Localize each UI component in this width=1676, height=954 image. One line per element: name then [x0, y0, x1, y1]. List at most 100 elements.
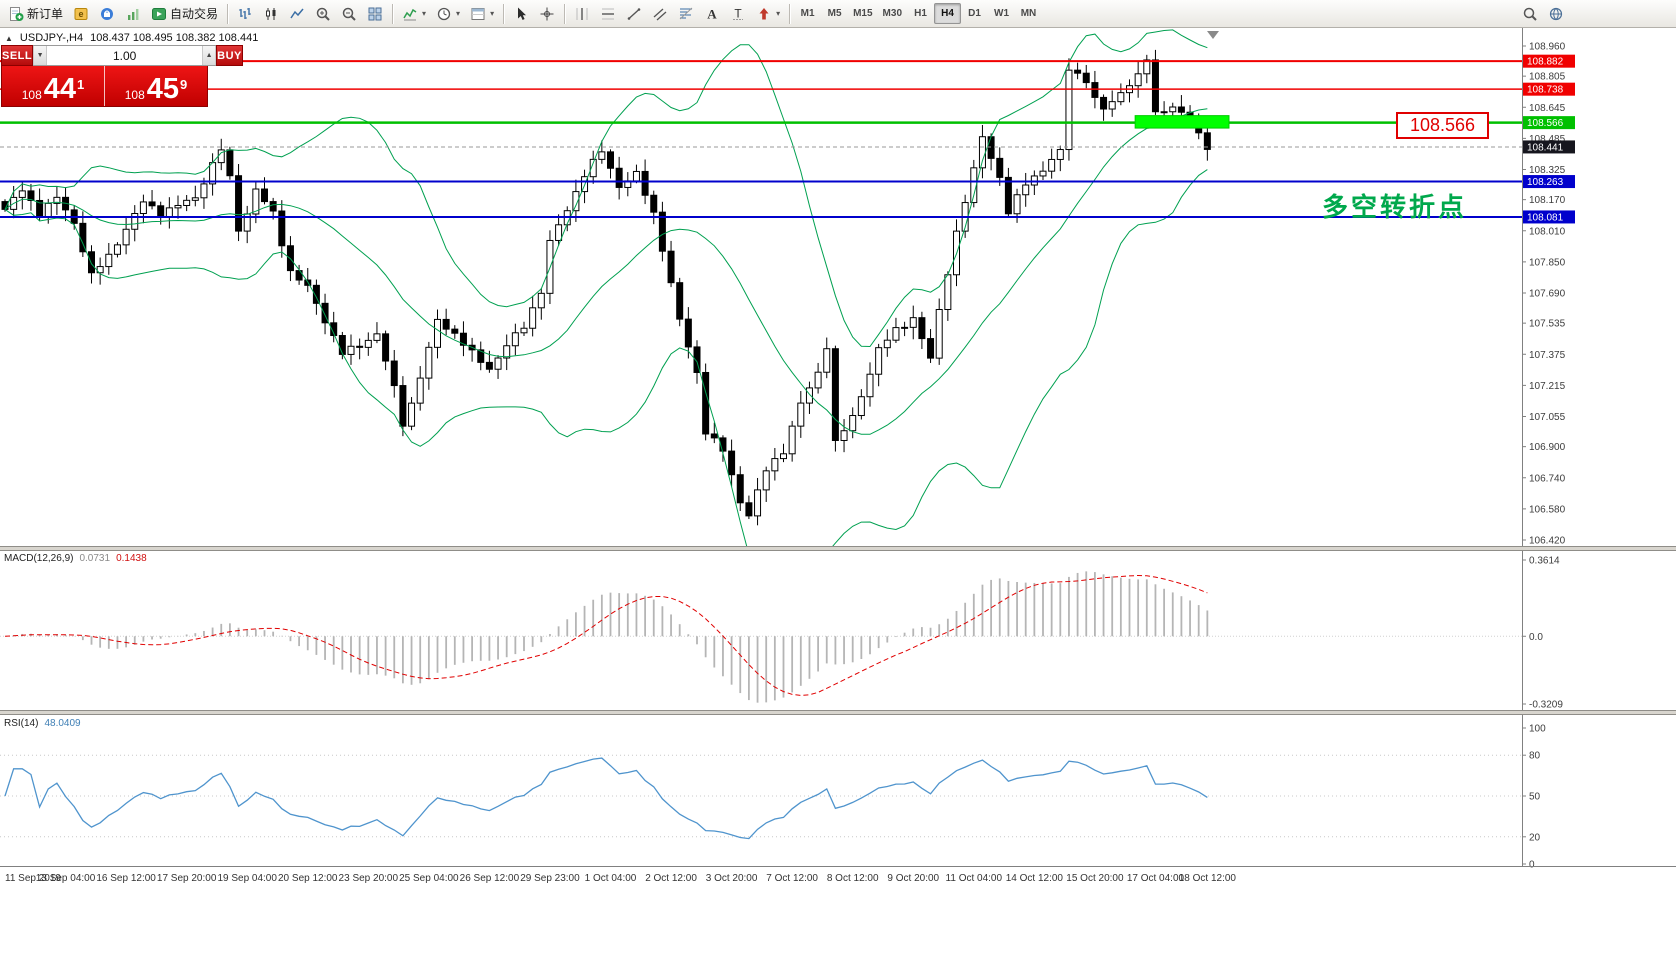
volume-input[interactable]	[47, 46, 203, 65]
timeframe-button-m5[interactable]: M5	[821, 3, 848, 24]
candle-chart-icon	[266, 7, 276, 20]
bar-chart-icon	[239, 7, 252, 19]
fibonacci-button[interactable]	[673, 2, 699, 25]
chart-annotation-text[interactable]: 多空转折点	[1322, 192, 1468, 222]
sell-button[interactable]: SELL	[1, 45, 34, 66]
metaeditor-button[interactable]: e	[68, 2, 94, 25]
price-tag-108.263: 108.263	[1523, 175, 1575, 189]
ask-price[interactable]: 108 45 9	[105, 66, 207, 106]
chevron-down-icon: ▾	[490, 9, 495, 18]
timeframe-button-w1[interactable]: W1	[988, 3, 1015, 24]
macd-main-value: 0.0731	[79, 553, 111, 564]
chart-ohlc-values: 108.437 108.495 108.382 108.441	[90, 32, 259, 44]
bollinger-lower-line	[4, 169, 1208, 546]
price-tag-108.441: 108.441	[1523, 140, 1575, 154]
time-axis-label: 7 Oct 12:00	[766, 873, 818, 884]
price-tag-108.081: 108.081	[1523, 210, 1575, 224]
price-tick-label: 107.850	[1529, 257, 1566, 268]
text-button[interactable]: A	[699, 2, 725, 25]
volume-down-button[interactable]: ▼	[33, 46, 48, 65]
ask-price-prefix: 108	[124, 88, 145, 102]
price-axis[interactable]: 108.960 108.805 108.645 108.485 108.325 108.1…	[1522, 28, 1575, 866]
svg-text:e: e	[79, 9, 84, 19]
search-button[interactable]	[1517, 2, 1543, 25]
horizontal-line-button[interactable]	[595, 2, 621, 25]
rsi-axis-label: 0	[1529, 860, 1535, 871]
svg-text:108.738: 108.738	[1527, 85, 1564, 96]
periods-button[interactable]: ▾	[431, 2, 465, 25]
timeframe-button-mn[interactable]: MN	[1015, 3, 1042, 24]
timeframe-button-h1[interactable]: H1	[907, 3, 934, 24]
svg-text:108.263: 108.263	[1527, 177, 1564, 188]
rsi-axis-label: 80	[1529, 751, 1541, 762]
price-tick-label: 108.960	[1529, 42, 1566, 53]
toolbar-separator	[503, 3, 505, 24]
time-axis-label: 17 Oct 04:00	[1127, 873, 1185, 884]
candle-chart-button[interactable]	[258, 2, 284, 25]
chevron-down-icon: ▾	[422, 9, 427, 18]
trendline-button[interactable]	[621, 2, 647, 25]
arrows-button[interactable]: ▾	[751, 2, 785, 25]
bollinger-middle-line	[4, 108, 1208, 435]
indicators-button[interactable]: ▾	[397, 2, 431, 25]
buy-button[interactable]: BUY	[216, 45, 243, 66]
indicators-icon	[403, 8, 417, 20]
price-tick-label: 106.740	[1529, 473, 1566, 484]
timeframe-button-m30[interactable]: M30	[878, 3, 907, 24]
timeframe-button-m15[interactable]: M15	[848, 3, 877, 24]
autotrading-button-label: 自动交易	[170, 7, 219, 21]
bid-price-prefix: 108	[21, 88, 42, 102]
time-axis-label: 26 Sep 12:00	[460, 873, 520, 884]
zoom-out-button[interactable]	[336, 2, 362, 25]
cursor-icon	[518, 7, 527, 20]
highlight-band[interactable]	[1134, 115, 1230, 129]
label-button[interactable]: T	[725, 2, 751, 25]
signals-button[interactable]	[120, 2, 146, 25]
price-tag-108.566: 108.566	[1523, 116, 1575, 130]
tile-windows-button[interactable]	[362, 2, 388, 25]
svg-text:A: A	[707, 6, 717, 21]
price-tick-label: 108.805	[1529, 72, 1566, 83]
rsi-name: RSI(14)	[4, 718, 39, 729]
autotrading-button[interactable]: 自动交易	[146, 2, 223, 25]
timeframe-button-d1[interactable]: D1	[961, 3, 988, 24]
rsi-value: 48.0409	[44, 718, 81, 729]
new-order-button[interactable]: 新订单	[3, 2, 68, 25]
price-tick-label: 107.215	[1529, 381, 1566, 392]
cursor-button[interactable]	[508, 2, 534, 25]
market-button[interactable]	[94, 2, 120, 25]
template-icon	[471, 7, 485, 20]
timeframe-button-h4[interactable]: H4	[934, 3, 961, 24]
bid-price[interactable]: 108 44 1	[2, 66, 105, 106]
vertical-line-button[interactable]	[569, 2, 595, 25]
channel-button[interactable]	[647, 2, 673, 25]
bar-chart-button[interactable]	[232, 2, 258, 25]
panel-separator[interactable]	[0, 546, 1676, 551]
price-tick-label: 107.535	[1529, 319, 1566, 330]
macd-panel: 0.3614 0.0 -0.3209	[0, 556, 1563, 711]
line-chart-button[interactable]	[284, 2, 310, 25]
globe-icon	[1549, 7, 1563, 20]
chart-shift-marker[interactable]	[1207, 31, 1219, 39]
label-icon: T	[733, 6, 744, 20]
templates-button[interactable]: ▾	[465, 2, 499, 25]
time-axis-label: 17 Sep 20:00	[157, 873, 217, 884]
timeframe-button-m1[interactable]: M1	[794, 3, 821, 24]
community-button[interactable]	[1543, 2, 1569, 25]
price-tag-108.882: 108.882	[1523, 54, 1575, 68]
one-click-collapse-icon[interactable]: ▲	[5, 33, 13, 43]
panel-separator[interactable]	[0, 710, 1676, 715]
ask-price-sup: 9	[180, 77, 188, 92]
price-callout-box[interactable]: 108.566	[1396, 112, 1489, 139]
crosshair-button[interactable]	[534, 2, 560, 25]
bid-price-big: 44	[43, 73, 77, 105]
chevron-down-icon: ▾	[456, 9, 461, 18]
chart-symbol-period: USDJPY-,H4	[19, 32, 84, 44]
rsi-line	[4, 757, 1208, 840]
time-axis-label: 18 Oct 12:00	[1179, 873, 1237, 884]
zoom-in-button[interactable]	[310, 2, 336, 25]
volume-up-button[interactable]: ▲	[202, 46, 217, 65]
zoom-in-icon	[316, 7, 330, 21]
